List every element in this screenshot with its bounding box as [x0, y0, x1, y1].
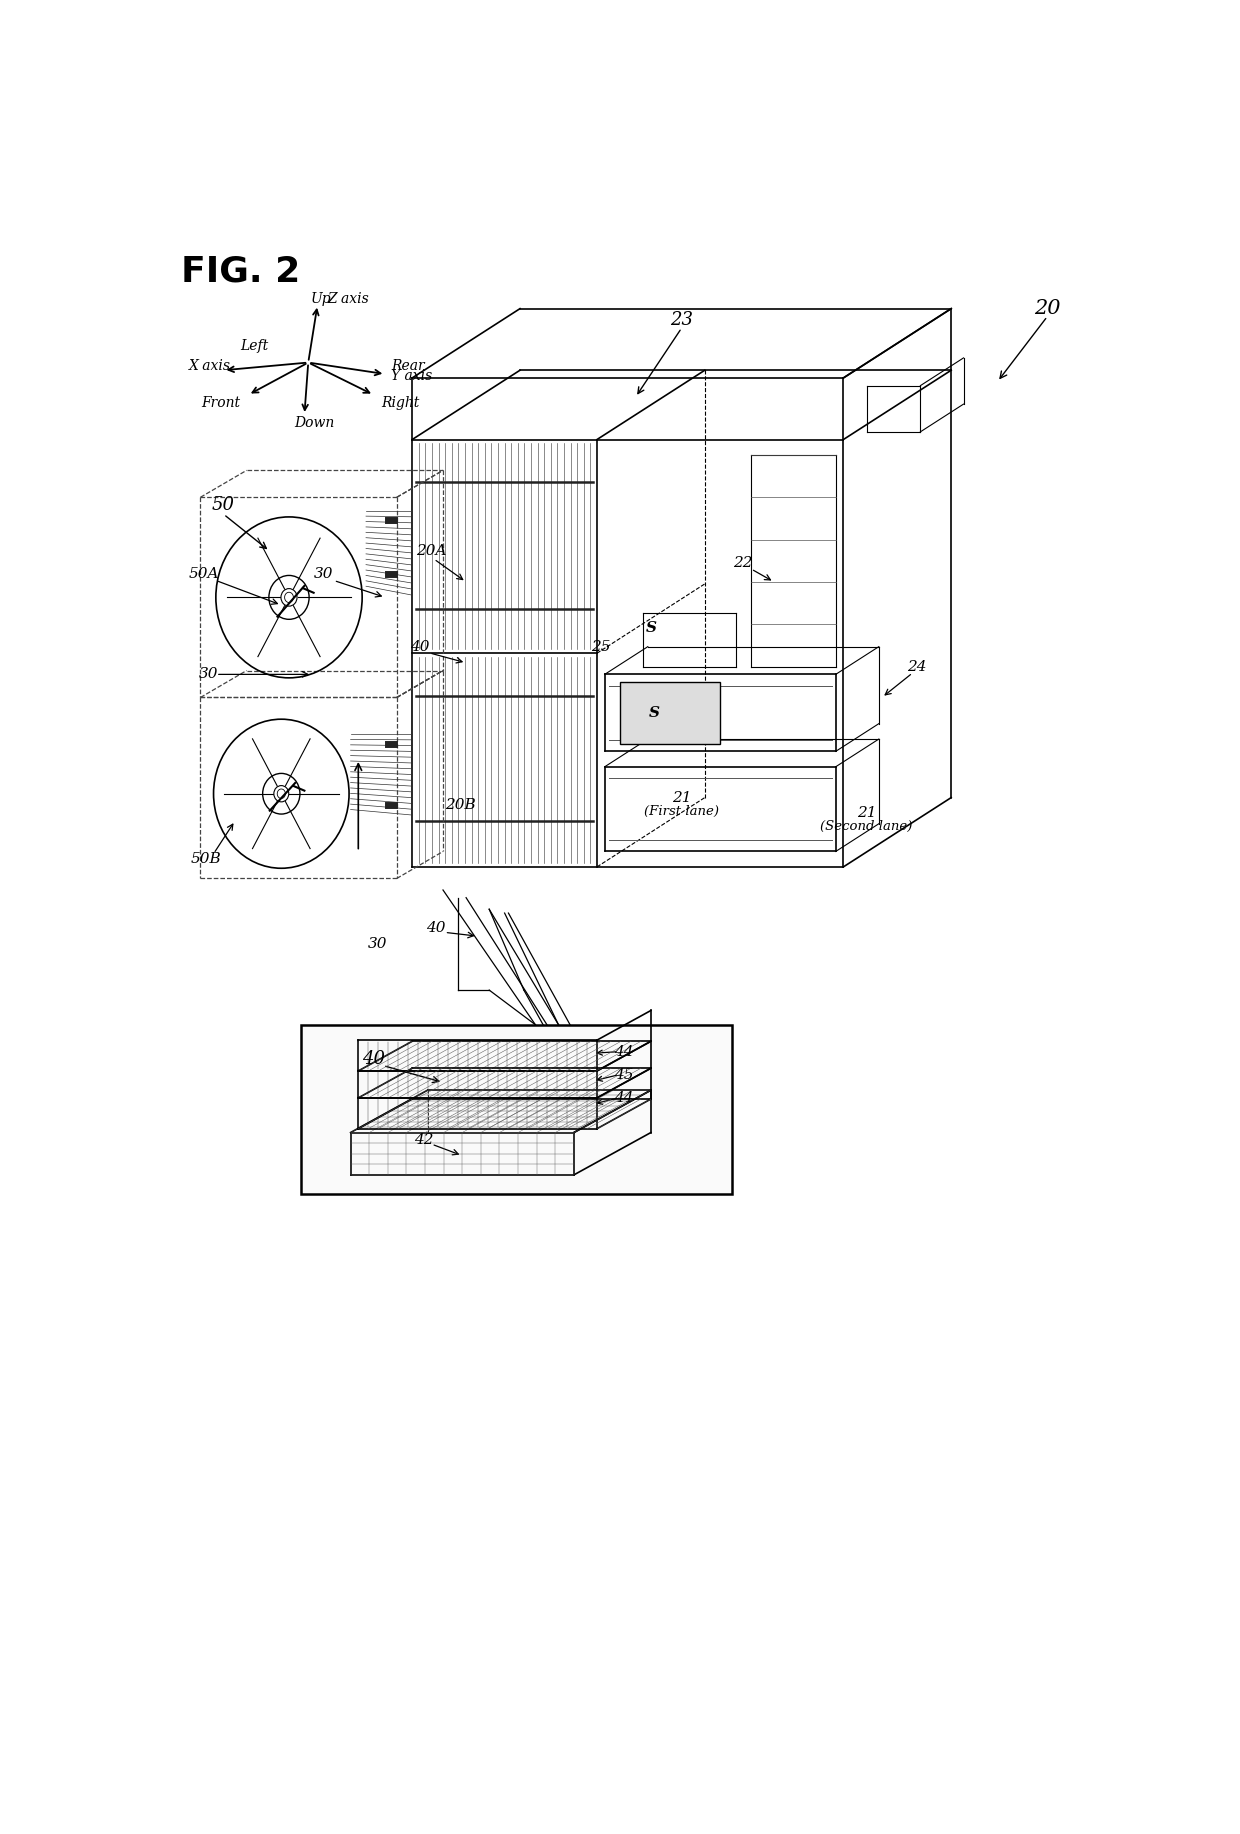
Text: Front: Front [201, 396, 241, 409]
Text: 42: 42 [414, 1133, 434, 1148]
Text: FIG. 2: FIG. 2 [181, 255, 300, 288]
Text: 30: 30 [314, 567, 334, 581]
Text: Left: Left [241, 339, 269, 352]
Text: 45: 45 [614, 1067, 634, 1082]
Text: 40: 40 [410, 640, 429, 655]
Bar [620, 682, 720, 743]
Text: S: S [645, 622, 656, 635]
Text: 20A: 20A [417, 545, 446, 558]
Text: Rear: Rear [392, 359, 425, 374]
Text: 30: 30 [198, 668, 218, 682]
Text: 22: 22 [734, 556, 753, 570]
Text: (Second lane): (Second lane) [821, 820, 913, 833]
Text: Down: Down [294, 416, 335, 429]
Text: (First lane): (First lane) [645, 805, 719, 818]
Text: 44: 44 [614, 1091, 634, 1104]
Text: 21: 21 [672, 790, 692, 805]
Ellipse shape [281, 589, 298, 607]
Text: 40: 40 [425, 921, 445, 935]
Text: 20: 20 [1034, 299, 1060, 317]
Text: Y axis: Y axis [392, 369, 433, 383]
Text: S: S [650, 706, 660, 721]
Text: 50B: 50B [191, 853, 221, 866]
Text: 25: 25 [591, 640, 610, 655]
Text: 50A: 50A [188, 567, 219, 581]
Text: 40: 40 [362, 1051, 386, 1069]
Text: 23: 23 [670, 312, 693, 328]
Text: 21: 21 [857, 805, 877, 820]
Text: Right: Right [382, 396, 420, 409]
Bar [300, 1025, 732, 1194]
Ellipse shape [274, 785, 289, 801]
Text: 44: 44 [614, 1045, 634, 1058]
Text: X axis: X axis [188, 359, 231, 374]
Text: Up: Up [310, 292, 331, 306]
Text: 24: 24 [906, 660, 926, 673]
Text: 30: 30 [368, 937, 387, 950]
Text: Z axis: Z axis [327, 292, 370, 306]
Text: 50: 50 [212, 495, 236, 514]
Text: 20B: 20B [445, 798, 476, 812]
